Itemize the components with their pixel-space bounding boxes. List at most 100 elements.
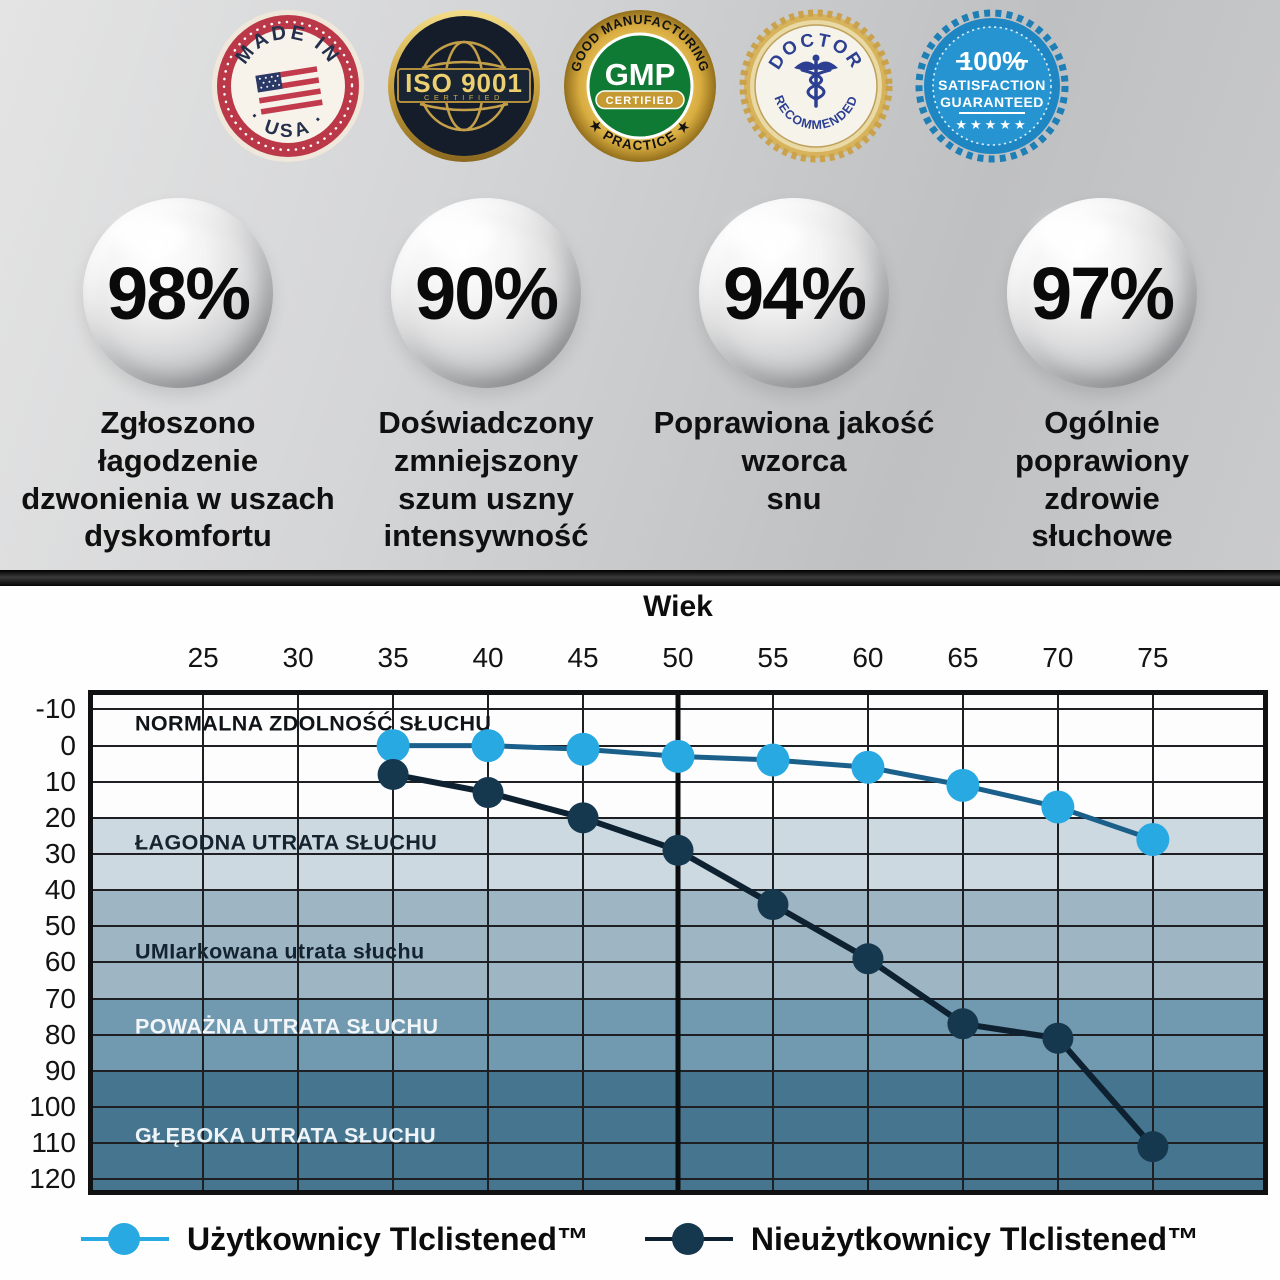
- stat-value: 98%: [106, 251, 251, 335]
- legend-marker-icon: [81, 1220, 169, 1258]
- y-tick-label: 10: [44, 765, 76, 797]
- iso-subtitle: CERTIFIED: [424, 93, 504, 102]
- top-section: MADE IN · USA ·: [0, 0, 1280, 570]
- hearing-zone-label: UMIarkowana utrata słuchu: [135, 939, 425, 964]
- hearing-zone-label: POWAŻNA UTRATA SŁUCHU: [135, 1014, 439, 1039]
- stat-caption: Ogólnie poprawiony zdrowie słuchowe: [1015, 405, 1189, 554]
- y-tick-label: 80: [44, 1018, 76, 1050]
- legend-item-nonusers: Nieużytkownicy Tlclistened™: [644, 1220, 1199, 1258]
- y-tick-label: 70: [44, 982, 76, 1014]
- stat-bubble: 98%: [83, 198, 273, 388]
- data-point-users: [566, 732, 600, 766]
- gridline-vertical: [582, 695, 585, 1190]
- stat-caption: Poprawiona jakość wzorca snu: [653, 405, 935, 516]
- stats-row: 98% Zgłoszono łagodzenie dzwonienia w us…: [0, 198, 1280, 555]
- data-point-users: [851, 750, 885, 784]
- stat-bubble: 90%: [391, 198, 581, 388]
- gridline-vertical: [1151, 695, 1154, 1190]
- hearing-zone-label: GŁĘBOKA UTRATA SŁUCHU: [135, 1123, 437, 1148]
- x-tick-label: 70: [1042, 642, 1074, 673]
- stat-tinnitus-intensity: 90% Doświadczony zmniejszony szum uszny …: [332, 198, 640, 555]
- badge-center: [586, 32, 694, 140]
- legend-dot-icon: [108, 1223, 140, 1255]
- gridline-vertical: [202, 695, 205, 1190]
- data-point-nonusers: [662, 834, 694, 866]
- gmp-center-text: GMP: [605, 57, 676, 92]
- y-tick-label: 30: [44, 837, 76, 869]
- x-tick-label: 25: [187, 642, 219, 673]
- stat-value: 97%: [1030, 251, 1175, 335]
- stat-bubble: 97%: [1007, 198, 1197, 388]
- badge-band: [397, 68, 531, 103]
- y-tick-label: 20: [44, 801, 76, 833]
- made-in-usa-badge: MADE IN · USA ·: [212, 10, 364, 162]
- y-tick-label: 100: [29, 1090, 76, 1122]
- hearing-zone-label: ŁAGODNA UTRATA SŁUCHU: [135, 830, 438, 855]
- gmp-badge: GOOD MANUFACTURING ★ PRACTICE ★ GMP CERT…: [564, 10, 716, 162]
- plot-area: NORMALNA ZDOLNOŚĆ SŁUCHU ŁAGODNA UTRATA S…: [88, 690, 1268, 1195]
- gridline-vertical: [297, 695, 300, 1190]
- underline: [959, 112, 1025, 114]
- gridline-vertical: [675, 695, 681, 1190]
- x-tick-label: 75: [1137, 642, 1169, 673]
- scalloped-edge: [739, 9, 893, 163]
- series-layer: [376, 729, 1170, 1163]
- data-point-nonusers: [1042, 1022, 1074, 1054]
- y-tick-label: 40: [44, 874, 76, 906]
- y-tick-label: -10: [35, 693, 76, 725]
- data-point-nonusers: [567, 802, 599, 834]
- stat-value: 90%: [414, 251, 559, 335]
- badge-row: MADE IN · USA ·: [0, 8, 1280, 164]
- doctor-recommended-badge: DOCTOR RECOMMENDED: [739, 9, 893, 163]
- chart-legend: Użytkownicy Tlclistened™ Nieużytkownicy T…: [0, 1220, 1280, 1258]
- stat-ringing-relief: 98% Zgłoszono łagodzenie dzwonienia w us…: [21, 198, 335, 555]
- data-point-users: [946, 768, 980, 802]
- x-tick-label: 60: [852, 642, 884, 673]
- x-tick-label: 55: [757, 642, 789, 673]
- data-point-nonusers: [1137, 1131, 1169, 1163]
- stat-caption: Zgłoszono łagodzenie dzwonienia w uszach…: [21, 405, 335, 554]
- satisfaction-value: 100%: [959, 46, 1026, 76]
- gridline-vertical: [961, 695, 964, 1190]
- gridline-vertical: [392, 695, 395, 1190]
- dotted-ring: [222, 20, 354, 152]
- chart-section: Wiek 25 30 35 40 45 50 55 60 65 70 75 -10 0 10 20 30 40…: [0, 586, 1280, 1280]
- y-tick-label: 0: [60, 729, 76, 761]
- chart-title: Wiek: [643, 590, 713, 623]
- data-point-nonusers: [947, 1008, 979, 1040]
- satisfaction-line3: GUARANTEED: [940, 94, 1044, 110]
- x-tick-label: 45: [567, 642, 599, 673]
- y-tick-label: 120: [29, 1163, 76, 1195]
- legend-label: Nieużytkownicy Tlclistened™: [750, 1220, 1199, 1257]
- x-tick-label: 65: [947, 642, 979, 673]
- gmp-band-text: CERTIFIED: [606, 95, 675, 107]
- scalloped-edge: [915, 9, 1069, 163]
- stat-hearing-health: 97% Ogólnie poprawiony zdrowie słuchowe: [948, 198, 1256, 555]
- hearing-zone-label: NORMALNA ZDOLNOŚĆ SŁUCHU: [135, 711, 492, 736]
- legend-marker-icon: [644, 1220, 733, 1258]
- dash-left: [956, 60, 970, 63]
- x-axis-ticks: 25 30 35 40 45 50 55 60 65 70 75: [93, 642, 1263, 676]
- stat-caption: Doświadczony zmniejszony szum uszny inte…: [378, 405, 594, 554]
- gridline-vertical: [487, 695, 490, 1190]
- satisfaction-line2: SATISFACTION: [938, 77, 1046, 93]
- section-divider: [0, 570, 1280, 586]
- y-tick-label: 60: [44, 946, 76, 978]
- badge-center: [932, 26, 1052, 146]
- data-point-users: [471, 729, 505, 763]
- data-point-nonusers: [757, 889, 789, 921]
- x-tick-label: 50: [662, 642, 694, 673]
- gridline-vertical: [866, 695, 869, 1190]
- y-tick-label: 110: [31, 1127, 76, 1159]
- stat-bubble: 94%: [699, 198, 889, 388]
- stars-icon: ★★★★★: [955, 117, 1028, 132]
- data-point-users: [376, 729, 410, 763]
- x-tick-label: 40: [472, 642, 504, 673]
- y-axis-ticks: -10 0 10 20 30 40 50 60 70 80 90 100 110 120: [0, 693, 80, 1194]
- data-point-users: [1136, 823, 1170, 857]
- legend-item-users: Użytkownicy Tlclistened™: [81, 1220, 589, 1258]
- x-tick-label: 35: [377, 642, 409, 673]
- iso-9001-badge: ISO 9001 CERTIFIED: [388, 10, 540, 162]
- gridline-vertical: [771, 695, 774, 1190]
